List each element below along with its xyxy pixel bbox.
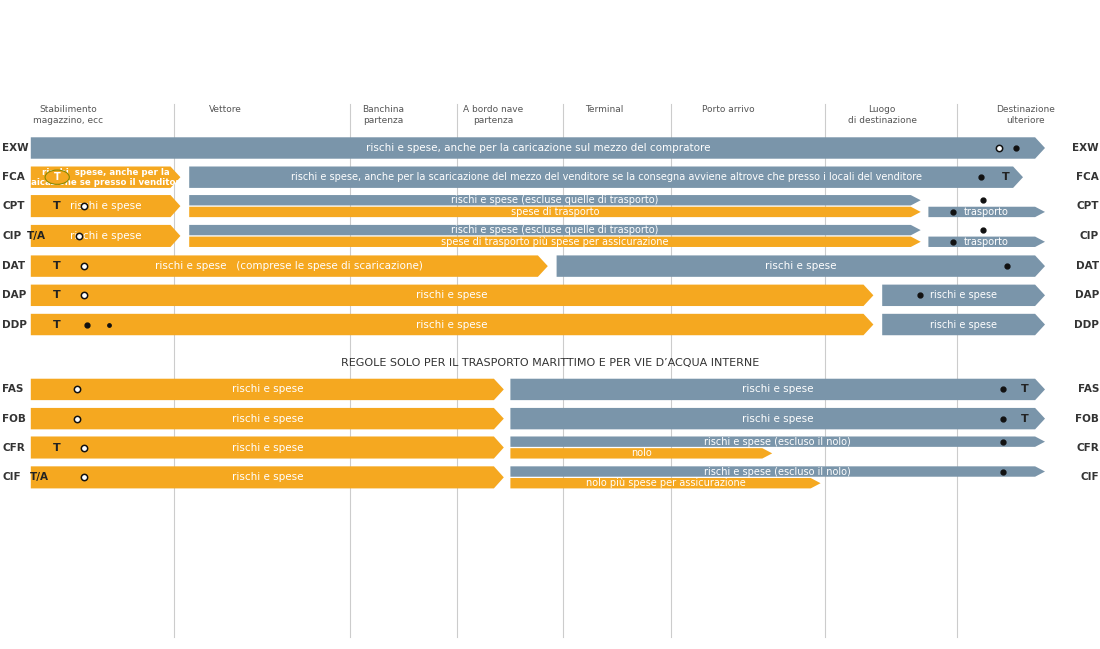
Text: A bordo nave
partenza: A bordo nave partenza — [463, 105, 522, 125]
Text: T: T — [1021, 413, 1030, 424]
Polygon shape — [31, 195, 180, 217]
Text: DDP: DDP — [1074, 319, 1099, 330]
Text: FOB: FOB — [1075, 413, 1099, 424]
Text: FOB: FOB — [2, 413, 26, 424]
Text: trasporto: trasporto — [965, 207, 1009, 217]
Polygon shape — [31, 408, 504, 430]
Text: T: T — [53, 443, 62, 452]
Text: T/A: T/A — [30, 472, 50, 482]
Text: rischi e spese: rischi e spese — [416, 319, 488, 330]
Polygon shape — [510, 478, 821, 489]
Text: rischi e spese: rischi e spese — [232, 443, 304, 452]
Text: nolo: nolo — [631, 448, 651, 458]
Text: EXW: EXW — [1072, 143, 1099, 153]
Text: DAP: DAP — [1075, 290, 1099, 300]
Text: T: T — [54, 172, 60, 182]
Text: Vettore: Vettore — [209, 105, 242, 114]
Text: DAT: DAT — [2, 261, 25, 271]
Text: rischi e spese: rischi e spese — [766, 261, 836, 271]
Text: rischi e spese: rischi e spese — [931, 319, 997, 330]
Text: rischi e spese: rischi e spese — [232, 384, 304, 395]
Polygon shape — [882, 285, 1045, 306]
Polygon shape — [189, 167, 1023, 188]
Text: CFR: CFR — [1076, 443, 1099, 452]
Polygon shape — [31, 256, 548, 277]
Text: rischi e spese (escluse quelle di trasporto): rischi e spese (escluse quelle di traspo… — [451, 195, 659, 205]
Text: rischi e spese: rischi e spese — [232, 472, 304, 482]
Text: Porto arrivo: Porto arrivo — [702, 105, 755, 114]
Text: FAS: FAS — [1078, 384, 1099, 395]
Text: REGOLE SOLO PER IL TRASPORTO MARITTIMO E PER VIE D’ACQUA INTERNE: REGOLE SOLO PER IL TRASPORTO MARITTIMO E… — [341, 358, 759, 368]
Text: trasporto: trasporto — [965, 237, 1009, 247]
Text: rischi e spese, anche per la scaricazione del mezzo del venditore se la consegna: rischi e spese, anche per la scaricazion… — [290, 172, 922, 182]
Polygon shape — [510, 437, 1045, 447]
Text: T: T — [53, 290, 62, 300]
Polygon shape — [510, 467, 1045, 477]
Text: T/A: T/A — [26, 231, 46, 241]
Polygon shape — [31, 467, 504, 489]
Text: T: T — [53, 201, 62, 211]
Text: CPT: CPT — [2, 201, 24, 211]
Polygon shape — [928, 237, 1045, 247]
Text: T: T — [1021, 384, 1030, 395]
Polygon shape — [882, 314, 1045, 336]
Polygon shape — [31, 437, 504, 459]
Polygon shape — [31, 167, 180, 188]
Polygon shape — [31, 138, 1045, 159]
Text: rischi e spese: rischi e spese — [931, 290, 997, 300]
Text: rischi e spese: rischi e spese — [70, 201, 142, 211]
Text: CIP: CIP — [1080, 231, 1099, 241]
Text: rischi e spese   (comprese le spese di scaricazione): rischi e spese (comprese le spese di sca… — [155, 261, 424, 271]
Polygon shape — [510, 408, 1045, 430]
Text: DAT: DAT — [1076, 261, 1099, 271]
Polygon shape — [31, 379, 504, 400]
Polygon shape — [510, 448, 772, 459]
Polygon shape — [928, 207, 1045, 217]
Text: Banchina
partenza: Banchina partenza — [362, 105, 404, 125]
Text: Terminal: Terminal — [585, 105, 623, 114]
Text: DDP: DDP — [2, 319, 28, 330]
Text: rischi e spese: rischi e spese — [741, 384, 814, 395]
Text: rischi e spese, anche per la caricazione sul mezzo del compratore: rischi e spese, anche per la caricazione… — [365, 143, 711, 153]
Text: rischi e spese: rischi e spese — [232, 413, 304, 424]
Text: CIF: CIF — [1080, 472, 1099, 482]
Circle shape — [45, 170, 69, 184]
Polygon shape — [189, 237, 921, 247]
Text: CIP: CIP — [2, 231, 21, 241]
Text: FCA: FCA — [1076, 172, 1099, 182]
Text: rischi e spese (escluso il nolo): rischi e spese (escluso il nolo) — [704, 437, 851, 447]
Text: rischi e spese (escluso il nolo): rischi e spese (escluso il nolo) — [704, 467, 851, 476]
Polygon shape — [510, 379, 1045, 400]
Text: FAS: FAS — [2, 384, 23, 395]
Text: CPT: CPT — [1077, 201, 1099, 211]
Text: Stabilimento
magazzino, ecc: Stabilimento magazzino, ecc — [33, 105, 103, 125]
Text: CFR: CFR — [2, 443, 25, 452]
Text: CIF: CIF — [2, 472, 21, 482]
Text: spese di trasporto più spese per assicurazione: spese di trasporto più spese per assicur… — [441, 236, 669, 247]
Polygon shape — [31, 285, 873, 306]
Text: rischi e spese (escluse quelle di trasporto): rischi e spese (escluse quelle di traspo… — [451, 225, 659, 235]
Text: rischi e spese: rischi e spese — [70, 231, 142, 241]
Text: spese di trasporto: spese di trasporto — [510, 207, 600, 217]
Text: Destinazione
ulteriore: Destinazione ulteriore — [996, 105, 1055, 125]
Text: nolo più spese per assicurazione: nolo più spese per assicurazione — [585, 478, 746, 489]
Text: rischi e spese: rischi e spese — [416, 290, 488, 300]
Polygon shape — [31, 225, 180, 247]
Polygon shape — [189, 225, 921, 236]
Text: EXW: EXW — [2, 143, 29, 153]
Text: rischi  spese, anche per la
caicazione se presso il venditore: rischi spese, anche per la caicazione se… — [25, 167, 186, 187]
Text: rischi e spese: rischi e spese — [741, 413, 814, 424]
Polygon shape — [557, 256, 1045, 277]
Polygon shape — [31, 314, 873, 336]
Text: T: T — [1001, 172, 1010, 182]
Text: FCA: FCA — [2, 172, 25, 182]
Text: T: T — [53, 319, 62, 330]
Polygon shape — [189, 207, 921, 217]
Polygon shape — [189, 195, 921, 206]
Text: Luogo
di destinazione: Luogo di destinazione — [848, 105, 916, 125]
Text: DAP: DAP — [2, 290, 26, 300]
Text: T: T — [53, 261, 62, 271]
